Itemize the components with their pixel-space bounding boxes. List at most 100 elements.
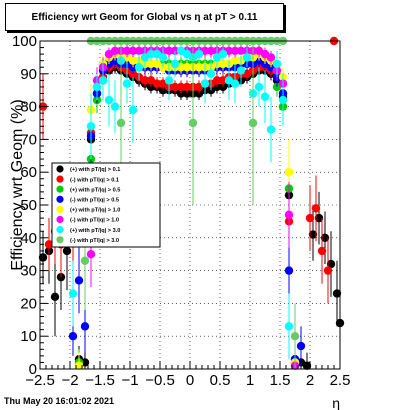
data-point — [182, 63, 192, 72]
data-point — [122, 46, 132, 56]
data-point — [128, 105, 138, 115]
data-point — [254, 82, 264, 92]
y-tick-label: 100 — [12, 33, 37, 50]
y-tick-label: 0 — [29, 361, 37, 378]
data-point — [158, 53, 168, 62]
data-point — [242, 53, 252, 62]
x-tick-label: −2 — [61, 372, 78, 389]
legend-marker — [56, 165, 64, 173]
data-point — [74, 361, 84, 370]
data-point — [122, 79, 132, 88]
legend-marker — [56, 226, 64, 234]
data-point — [236, 66, 246, 75]
data-point — [308, 230, 318, 239]
data-point — [170, 59, 180, 69]
legend-label: (-) with pT/|q| > 0.5 — [70, 198, 119, 204]
data-point — [290, 332, 300, 341]
axes: −2.5 −2 −1.5 −1 −0.5 0 0.5 1 1.5 2 2.5 0 10 20 30 40 50 6… — [12, 33, 350, 389]
legend-label: (+) with pT/|q| > 0.5 — [70, 187, 120, 193]
data-point — [284, 322, 294, 331]
x-tick-label: 0.5 — [210, 372, 231, 389]
data-point — [266, 53, 276, 62]
legend-label: (-) with pT/|q| > 3.0 — [70, 238, 119, 244]
y-tick-label: 20 — [20, 295, 37, 312]
y-axis-label: Efficiency wrt Geom (%) — [9, 99, 26, 270]
data-point — [86, 122, 96, 131]
legend-label: (+) with pT/|q| > 1.0 — [70, 208, 120, 214]
data-point — [68, 332, 78, 341]
data-point — [206, 69, 216, 79]
data-point — [164, 46, 174, 56]
data-point — [176, 82, 186, 92]
data-point — [284, 210, 294, 220]
data-point — [272, 59, 282, 69]
x-axis-label: η — [332, 395, 340, 410]
data-point — [140, 76, 150, 85]
legend-marker — [56, 175, 64, 183]
legend-marker — [56, 236, 64, 244]
x-tick-label: −1.5 — [85, 372, 115, 389]
y-tick-label: 60 — [20, 164, 37, 181]
data-point — [116, 118, 126, 128]
data-point — [134, 46, 144, 56]
x-tick-label: 1.5 — [270, 372, 291, 389]
data-point — [260, 92, 270, 101]
data-point — [74, 276, 84, 285]
data-point — [182, 89, 192, 98]
data-point — [176, 89, 186, 98]
data-point — [296, 341, 306, 351]
data-point — [284, 266, 294, 275]
data-point — [110, 46, 120, 56]
data-point — [164, 76, 174, 85]
data-point — [110, 102, 120, 111]
data-point — [152, 79, 162, 88]
data-point — [86, 250, 96, 259]
data-point — [317, 246, 327, 256]
x-tick-label: 0 — [186, 372, 194, 389]
data-point — [332, 289, 342, 298]
data-point — [218, 49, 228, 59]
data-point — [323, 266, 333, 275]
data-point — [128, 46, 138, 56]
data-point — [320, 233, 330, 242]
data-point — [230, 79, 240, 88]
data-point — [44, 240, 54, 249]
x-tick-label: −2.5 — [25, 372, 55, 389]
y-tick-label: 40 — [20, 230, 37, 247]
data-point — [230, 56, 240, 65]
legend-label: (-) with pT/|q| > 1.0 — [70, 218, 119, 224]
data-point — [128, 56, 138, 65]
data-point — [305, 213, 315, 223]
data-point — [92, 82, 102, 92]
legend-box — [51, 162, 161, 248]
data-point — [311, 204, 321, 213]
data-point — [218, 59, 228, 69]
data-point — [266, 125, 276, 134]
y-tick-label: 90 — [20, 66, 37, 83]
data-point — [314, 213, 324, 223]
y-tick-label: 10 — [20, 328, 37, 345]
timestamp: Thu May 20 16:01:02 2021 — [4, 396, 115, 406]
legend-marker — [56, 195, 64, 203]
x-tick-label: 2 — [306, 372, 314, 389]
y-tick-label: 70 — [20, 131, 37, 148]
legend-marker — [56, 215, 64, 224]
data-point — [50, 292, 60, 302]
x-tick-label: −1 — [121, 372, 138, 389]
data-point — [278, 95, 288, 105]
data-point — [146, 59, 156, 69]
legend: (+) with pT/|q| > 0.1 (-) with pT/|q| > 0… — [51, 162, 161, 248]
data-point — [104, 95, 114, 105]
data-point — [326, 259, 336, 269]
series-layer — [38, 36, 345, 370]
data-point — [230, 46, 240, 56]
data-point — [206, 46, 216, 56]
y-tick-label: 50 — [20, 197, 37, 214]
chart-title: Efficiency wrt Geom for Global vs η at p… — [31, 11, 258, 23]
data-point — [212, 76, 222, 85]
data-point — [302, 361, 312, 370]
legend-label: (-) with pT/|q| > 0.1 — [70, 177, 119, 183]
x-tick-label: −0.5 — [145, 372, 175, 389]
x-tick-label: 1 — [246, 372, 254, 389]
data-point — [194, 49, 204, 59]
